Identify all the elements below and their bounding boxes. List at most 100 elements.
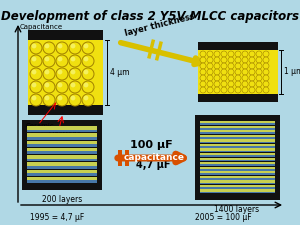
Circle shape — [228, 69, 234, 75]
Circle shape — [207, 81, 213, 87]
Bar — [27, 133, 97, 137]
Circle shape — [242, 75, 248, 81]
Text: Development of class 2 Y5V MLCC capacitors: Development of class 2 Y5V MLCC capacito… — [1, 10, 299, 23]
Circle shape — [82, 68, 94, 80]
Circle shape — [200, 75, 206, 81]
Circle shape — [263, 57, 269, 63]
Text: Electrode: Electrode — [48, 131, 81, 137]
Bar — [125, 150, 129, 166]
Circle shape — [43, 94, 55, 106]
Circle shape — [82, 94, 94, 106]
Circle shape — [221, 75, 227, 81]
Circle shape — [263, 51, 269, 57]
Circle shape — [235, 51, 241, 57]
Circle shape — [200, 57, 206, 63]
Circle shape — [242, 63, 248, 69]
Circle shape — [70, 70, 75, 74]
Circle shape — [221, 51, 227, 57]
Bar — [200, 123, 275, 125]
Circle shape — [43, 68, 55, 80]
Circle shape — [242, 69, 248, 75]
Circle shape — [256, 57, 262, 63]
Bar — [27, 126, 97, 130]
Circle shape — [30, 55, 42, 67]
Circle shape — [249, 75, 255, 81]
Circle shape — [228, 75, 234, 81]
Circle shape — [56, 81, 68, 93]
Bar — [27, 177, 97, 180]
Circle shape — [235, 81, 241, 87]
Circle shape — [221, 87, 227, 93]
Circle shape — [58, 70, 62, 74]
Circle shape — [263, 81, 269, 87]
Bar — [27, 159, 97, 161]
Circle shape — [207, 57, 213, 63]
Circle shape — [228, 63, 234, 69]
Circle shape — [70, 83, 75, 87]
Circle shape — [263, 87, 269, 93]
Circle shape — [200, 81, 206, 87]
Bar — [27, 169, 97, 173]
Bar — [198, 50, 278, 94]
Bar — [200, 192, 275, 193]
Bar — [200, 160, 275, 162]
Bar — [200, 121, 275, 123]
Bar — [27, 140, 97, 144]
Bar — [200, 155, 275, 157]
Circle shape — [30, 68, 42, 80]
Circle shape — [228, 87, 234, 93]
Circle shape — [200, 69, 206, 75]
Circle shape — [214, 81, 220, 87]
Circle shape — [228, 81, 234, 87]
Circle shape — [32, 70, 36, 74]
Circle shape — [56, 68, 68, 80]
Circle shape — [56, 94, 68, 106]
Circle shape — [256, 51, 262, 57]
Circle shape — [214, 69, 220, 75]
Bar — [200, 173, 275, 175]
Bar — [27, 173, 97, 176]
Circle shape — [207, 63, 213, 69]
Circle shape — [45, 57, 50, 61]
Circle shape — [58, 96, 62, 100]
Circle shape — [207, 75, 213, 81]
Circle shape — [214, 87, 220, 93]
Circle shape — [32, 57, 36, 61]
Bar — [200, 144, 275, 146]
Circle shape — [263, 63, 269, 69]
Circle shape — [249, 57, 255, 63]
Bar — [22, 120, 102, 190]
Bar — [28, 40, 103, 105]
Circle shape — [84, 57, 88, 61]
Circle shape — [249, 81, 255, 87]
Bar — [200, 171, 275, 173]
Bar — [200, 183, 275, 184]
Circle shape — [235, 69, 241, 75]
Text: 4,7 μF: 4,7 μF — [136, 160, 170, 170]
Text: 2005 = 100 μF: 2005 = 100 μF — [195, 214, 252, 223]
Circle shape — [84, 44, 88, 48]
Circle shape — [30, 42, 42, 54]
Bar — [27, 155, 97, 159]
Circle shape — [30, 94, 42, 106]
Bar — [27, 151, 97, 154]
Bar — [200, 158, 275, 160]
Circle shape — [242, 51, 248, 57]
Circle shape — [242, 57, 248, 63]
Circle shape — [235, 57, 241, 63]
Text: layer thickness: layer thickness — [124, 12, 196, 38]
Bar — [200, 132, 275, 134]
Circle shape — [43, 55, 55, 67]
Circle shape — [235, 87, 241, 93]
Circle shape — [70, 96, 75, 100]
Bar — [200, 162, 275, 164]
Text: 200 layers: 200 layers — [42, 195, 82, 204]
Bar — [200, 137, 275, 139]
Circle shape — [45, 70, 50, 74]
Circle shape — [249, 69, 255, 75]
Circle shape — [84, 83, 88, 87]
Circle shape — [214, 57, 220, 63]
Circle shape — [200, 63, 206, 69]
Circle shape — [82, 42, 94, 54]
Circle shape — [256, 75, 262, 81]
